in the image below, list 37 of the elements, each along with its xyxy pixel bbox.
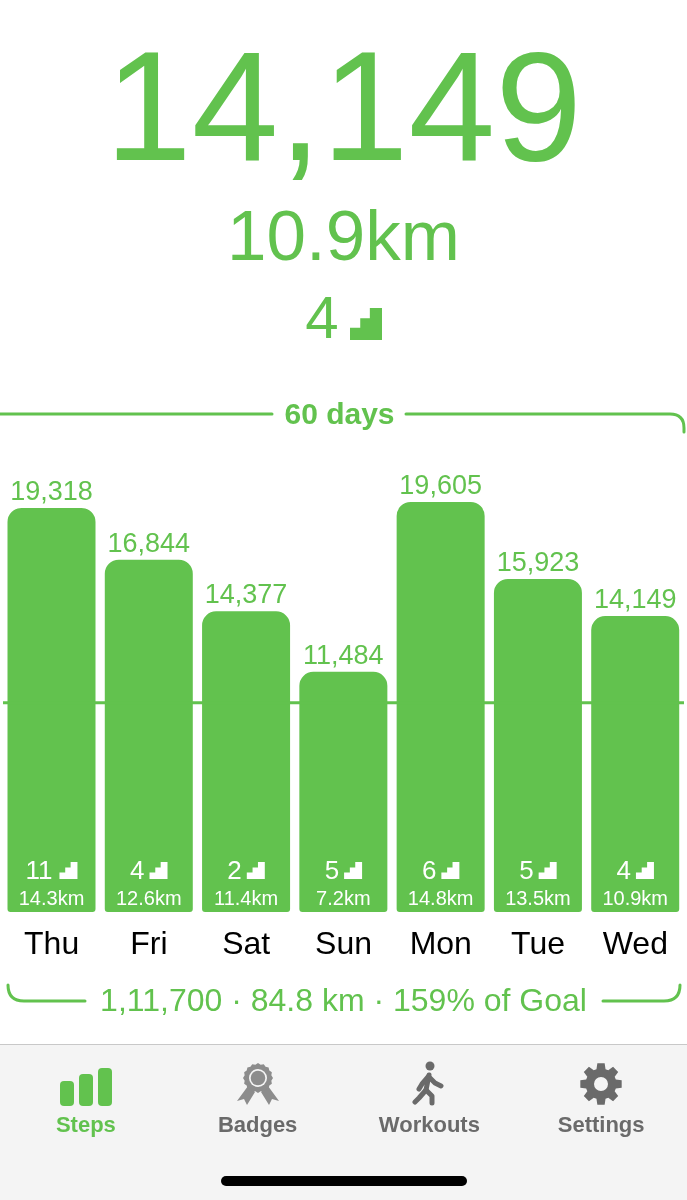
annotation: 5 [519,855,534,885]
annotation: 11 [25,855,53,885]
text: 4 [305,284,339,352]
data-label: 19,605 [399,470,482,500]
x-tick-label: Sat [222,924,271,961]
data-label: 14,377 [204,579,288,610]
annotation: 13.5km [505,887,571,909]
text: Steps [54,1112,117,1138]
data-label: 11,484 [303,639,384,670]
data-label: 19,318 [10,476,93,506]
chart-title: 14,149 [103,18,584,193]
chart-subtitle: 10.9km [226,195,461,275]
text: Badges [216,1112,299,1138]
data-label: 15,923 [496,547,580,577]
annotation: 12.6km [115,887,182,909]
text: 1,11,700 · 84.8 km · 159% of Goal [99,981,588,1018]
annotation: 11.4km [214,887,279,909]
annotation: 14.3km [18,887,85,909]
annotation: 6 [421,855,437,885]
annotation: 14.8km [407,887,474,909]
annotation: 4 [130,855,145,885]
annotation: 7.2km [316,887,371,909]
annotation: 2 [227,855,242,885]
x-tick-label: Sun [315,924,372,961]
annotation: 4 [616,855,631,885]
annotation: 5 [324,855,340,885]
text: Workouts [377,1112,481,1138]
text: 60 days [283,396,396,430]
x-tick-label: Thu [24,924,80,961]
data-label: 16,844 [107,527,191,558]
x-tick-label: Mon [409,924,472,961]
x-tick-label: Wed [602,924,668,961]
x-tick-label: Fri [130,924,168,961]
data-label: 14,149 [593,584,677,615]
text: Settings [556,1112,646,1138]
annotation: 10.9km [602,887,669,909]
x-tick-label: Tue [511,924,566,961]
